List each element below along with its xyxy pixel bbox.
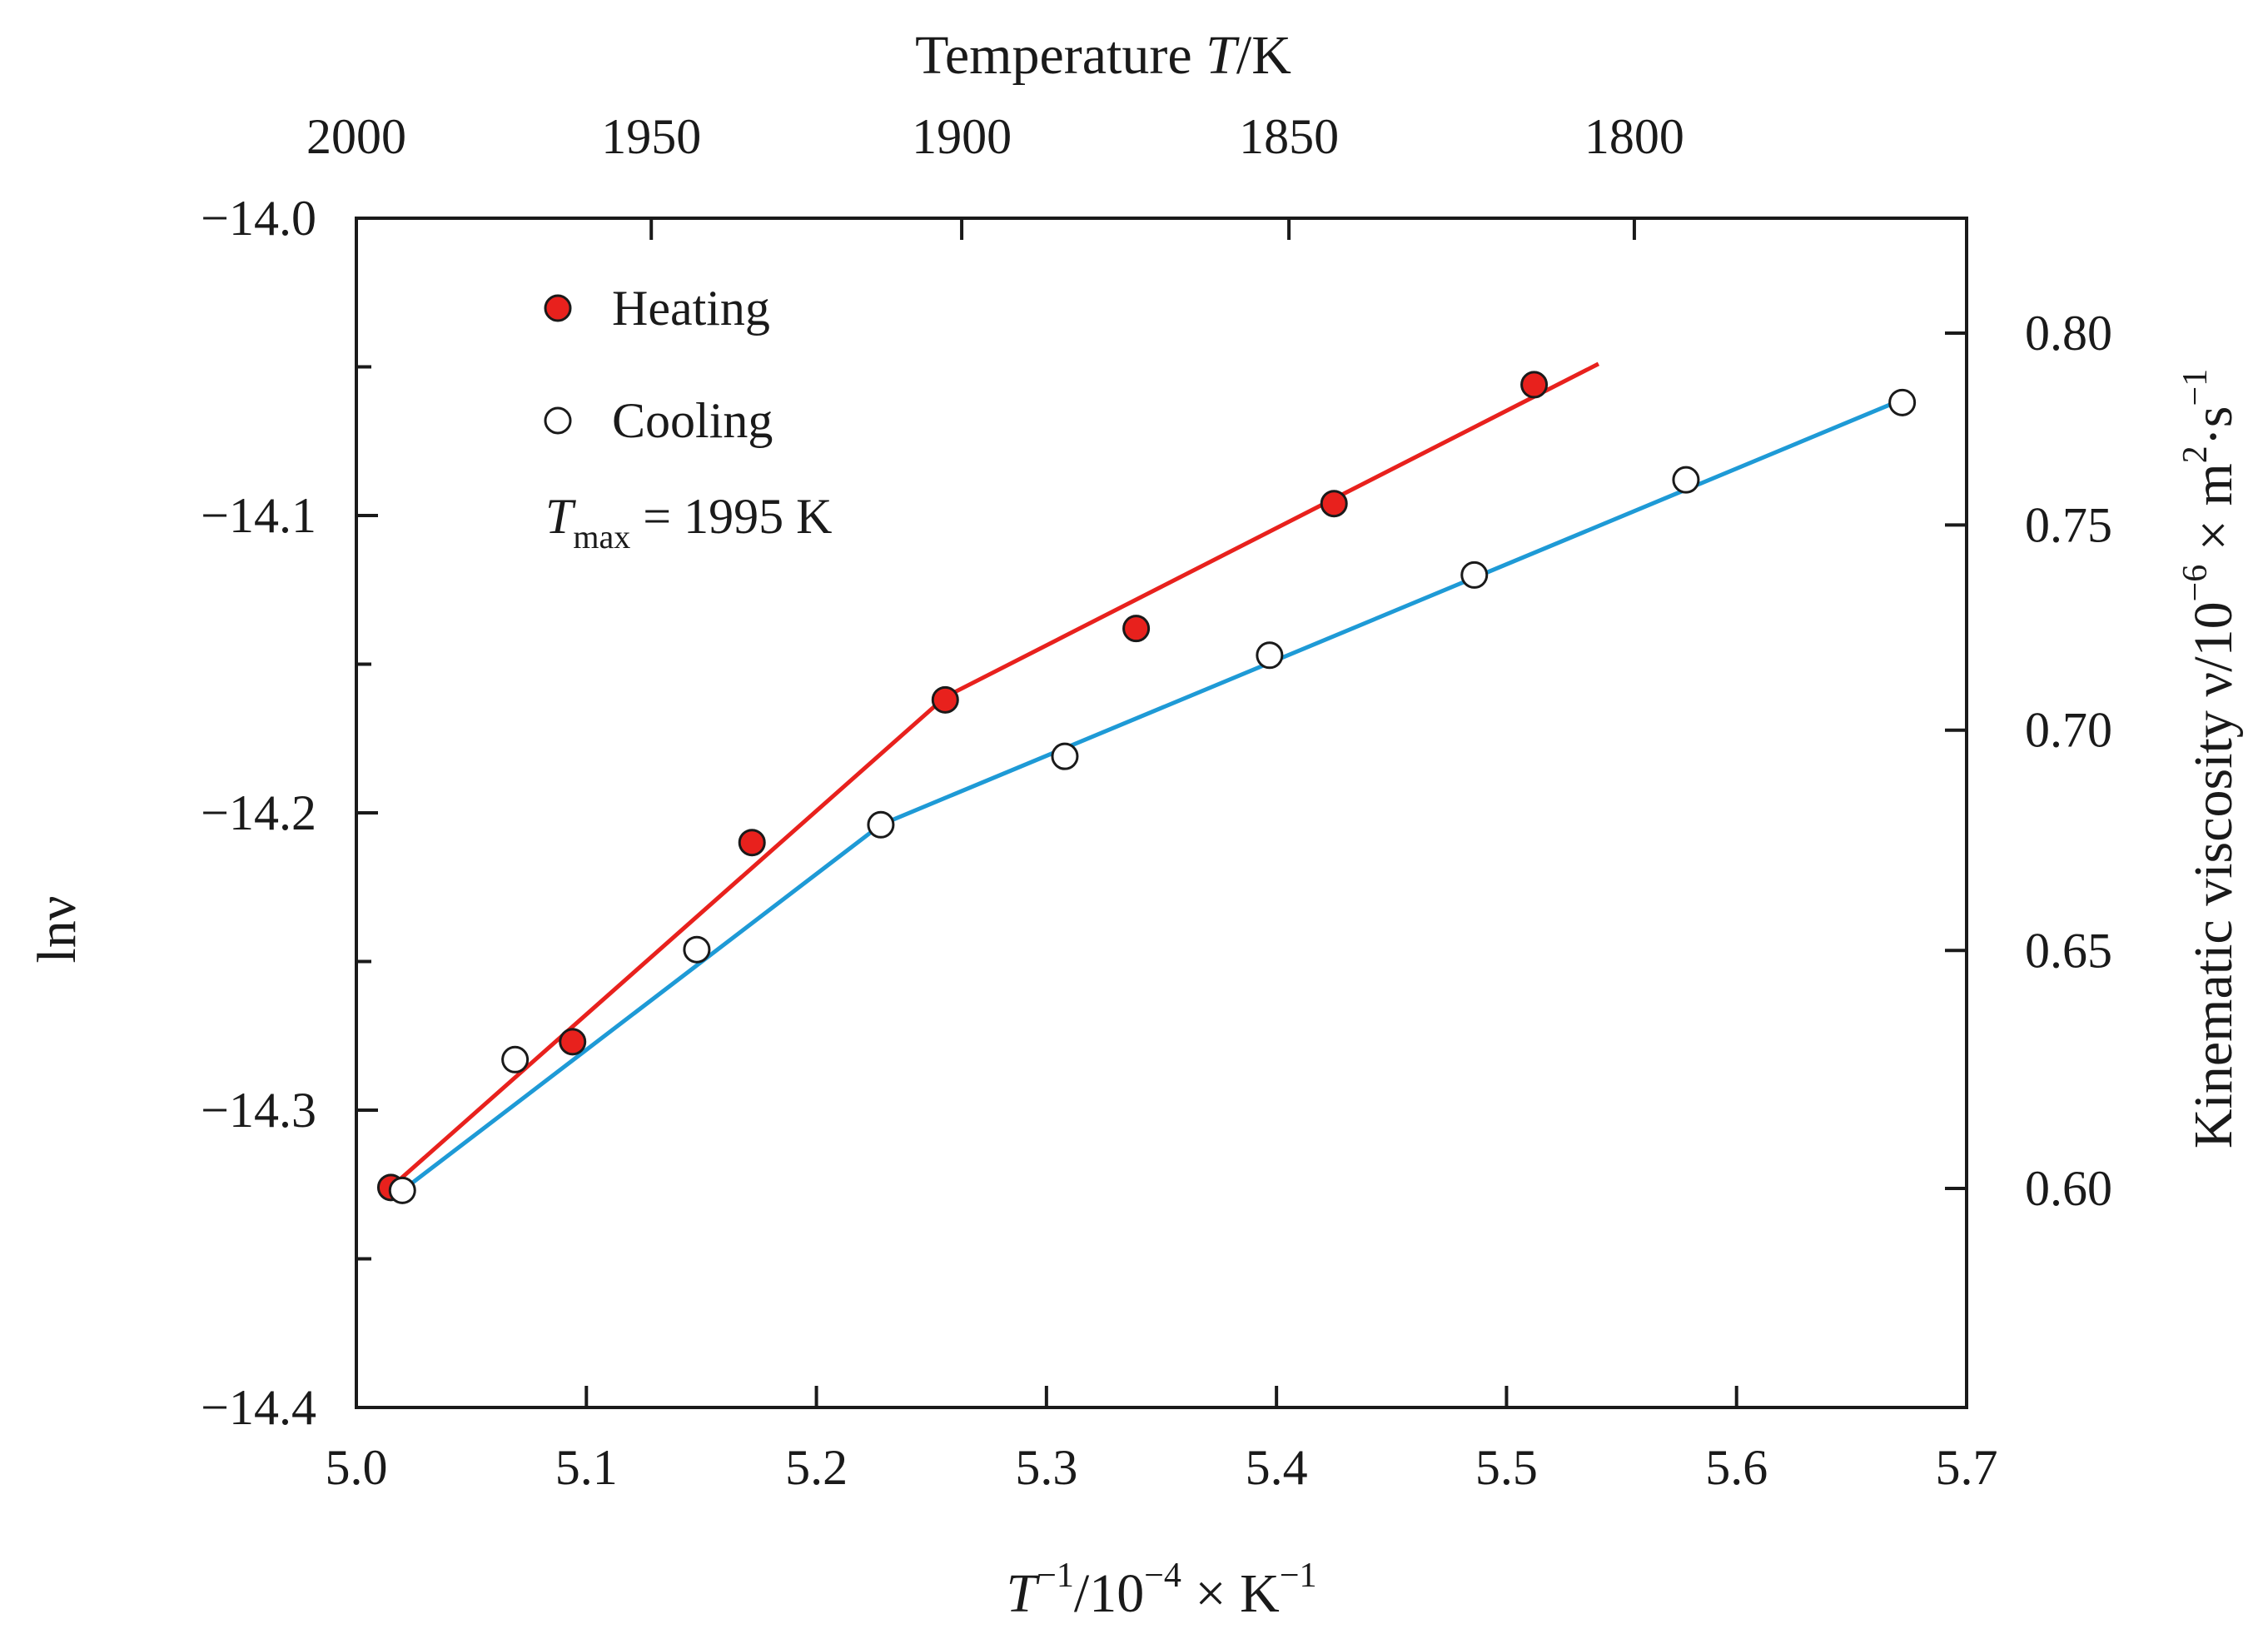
right-axis-title: Kinematic viscosity ν/10−6 × m2·s−1 bbox=[2176, 369, 2244, 1148]
plot-frame bbox=[355, 217, 1968, 1409]
heating-data-point bbox=[1320, 490, 1348, 518]
legend-label-heating: Heating bbox=[612, 281, 770, 336]
cooling-data-point bbox=[1256, 641, 1284, 670]
x-tick-label: 5.1 bbox=[555, 1440, 618, 1495]
label-part: × m bbox=[2183, 463, 2244, 565]
label-part: 2 bbox=[2176, 446, 2215, 463]
label-part: /K bbox=[1236, 25, 1291, 86]
label-part: −4 bbox=[1144, 1557, 1181, 1595]
tmax-sub: max bbox=[573, 518, 630, 555]
top-tick-label: 1800 bbox=[1584, 109, 1684, 164]
data-points-layer bbox=[376, 371, 1917, 1204]
right-tick-label: 0.65 bbox=[2025, 923, 2112, 978]
axes-layer bbox=[355, 217, 1968, 1409]
label-part: T bbox=[1006, 1563, 1040, 1624]
x-axis-title: T−1/10−4 × K−1 bbox=[1006, 1557, 1316, 1624]
label-part: Temperature bbox=[915, 25, 1206, 86]
top-tick-label: 2000 bbox=[306, 109, 406, 164]
x-tick-label: 5.3 bbox=[1015, 1440, 1077, 1495]
tmax-annotation: Tmax = 1995 K bbox=[545, 489, 832, 555]
label-part: −1 bbox=[1037, 1557, 1074, 1595]
label-part: T bbox=[1206, 25, 1240, 86]
cooling-data-point bbox=[683, 935, 711, 964]
label-part: −1 bbox=[1280, 1557, 1317, 1595]
x-tick-label: 5.5 bbox=[1475, 1440, 1538, 1495]
cooling-data-point bbox=[501, 1045, 530, 1074]
label-part: ·s bbox=[2183, 406, 2244, 446]
label-part: × K bbox=[1181, 1563, 1280, 1624]
label-part: Kinematic viscosity ν/10 bbox=[2183, 601, 2244, 1148]
legend: Heating Cooling Tmax = 1995 K bbox=[544, 281, 832, 555]
y-tick-label: −14.4 bbox=[201, 1380, 316, 1435]
right-tick-label: 0.80 bbox=[2025, 306, 2112, 361]
x-tick-label: 5.2 bbox=[785, 1440, 848, 1495]
y-tick-label: −14.3 bbox=[201, 1083, 316, 1138]
cooling-data-point bbox=[1888, 388, 1917, 416]
heating-data-point bbox=[931, 685, 959, 714]
label-part: /10 bbox=[1074, 1563, 1144, 1624]
tmax-value: = 1995 K bbox=[630, 489, 832, 544]
heating-data-point bbox=[738, 829, 766, 857]
y-axis-title: lnν bbox=[27, 895, 87, 963]
cooling-data-point bbox=[1460, 560, 1489, 589]
legend-marker-cooling bbox=[544, 406, 572, 435]
top-tick-label: 1900 bbox=[912, 109, 1012, 164]
top-tick-label: 1950 bbox=[601, 109, 701, 164]
y-tick-label: −14.1 bbox=[201, 488, 316, 543]
label-part: −6 bbox=[2176, 565, 2215, 602]
legend-marker-heating bbox=[544, 294, 572, 322]
top-axis-title: Temperature T/K bbox=[915, 25, 1291, 86]
legend-label-cooling: Cooling bbox=[612, 393, 773, 448]
heating-data-point bbox=[1520, 371, 1549, 399]
right-tick-label: 0.60 bbox=[2025, 1161, 2112, 1216]
tmax-var: T bbox=[545, 489, 576, 544]
top-tick-label: 1850 bbox=[1239, 109, 1339, 164]
cooling-data-point bbox=[1672, 466, 1700, 494]
y-tick-label: −14.0 bbox=[201, 191, 316, 246]
heating-data-point bbox=[559, 1028, 587, 1056]
y-tick-label: −14.2 bbox=[201, 785, 316, 840]
heating-data-point bbox=[1122, 615, 1151, 643]
x-tick-label: 5.6 bbox=[1705, 1440, 1768, 1495]
cooling-data-point bbox=[867, 810, 895, 839]
right-tick-label: 0.75 bbox=[2025, 497, 2112, 552]
labels-layer: 5.0 5.1 5.2 5.3 5.4 5.5 5.6 5.7 2000 1950 1900 1850… bbox=[27, 25, 2244, 1624]
label-part: −1 bbox=[2176, 369, 2215, 406]
cooling-data-point bbox=[388, 1176, 416, 1204]
x-tick-label: 5.0 bbox=[326, 1440, 388, 1495]
x-tick-label: 5.4 bbox=[1246, 1440, 1308, 1495]
x-tick-label: 5.7 bbox=[1936, 1440, 1998, 1495]
cooling-data-point bbox=[1051, 742, 1079, 770]
right-tick-label: 0.70 bbox=[2025, 703, 2112, 758]
